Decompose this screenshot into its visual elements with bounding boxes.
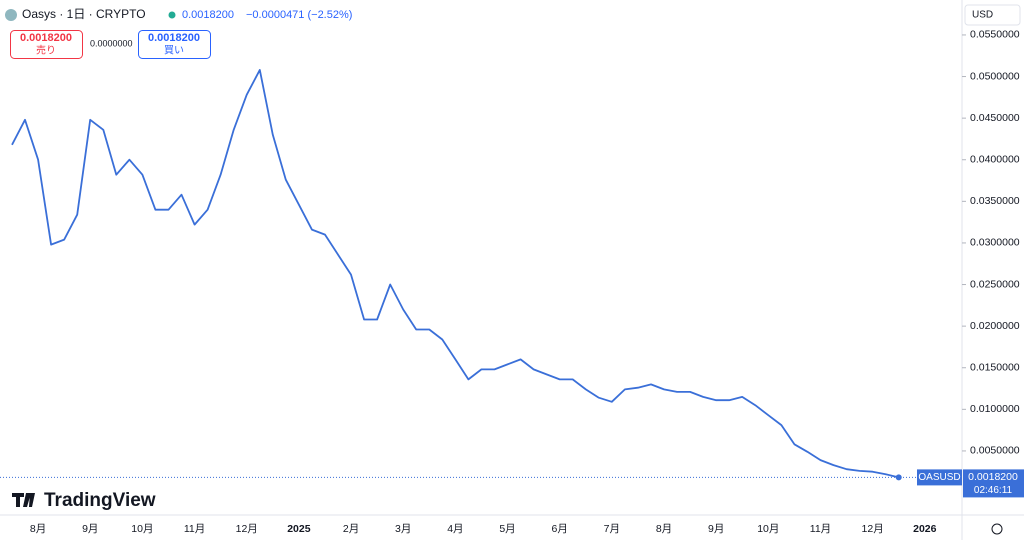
spread: 0.0000000 [90,38,133,48]
x-tick-label: 4月 [447,523,463,535]
x-tick-label: 10月 [131,523,153,535]
y-tick-label: 0.0550000 [970,29,1020,41]
price: 0.0018200 [182,9,234,21]
buy-button[interactable] [138,30,211,59]
x-tick-label: 5月 [499,523,515,535]
y-tick-label: 0.0100000 [970,403,1020,415]
brand-logo [12,493,35,507]
x-tick-label: 11月 [184,523,205,535]
symbol: Oasys · 1日 · CRYPTO [22,7,146,21]
y-tick-label: 0.0500000 [970,70,1020,82]
x-tick-label: 11月 [810,523,831,535]
y-tick-label: 0.0450000 [970,112,1020,124]
y-tick-label: 0.0300000 [970,237,1020,249]
price-tag [963,469,1024,498]
status-dot [168,11,176,19]
y-tick-label: 0.0250000 [970,278,1020,290]
currency: USD [972,10,993,21]
y-tick-label: 0.0150000 [970,362,1020,374]
sell-label: 売り [36,44,56,57]
buy-price: 0.0018200 [148,32,200,44]
x-tick-label: 8月 [30,523,46,535]
x-tick-label: 12月 [862,523,884,535]
x-tick-label: 3月 [395,523,411,535]
y-tick-label: 0.0400000 [970,154,1020,166]
settings-icon[interactable] [991,523,1003,535]
symbol-icon [5,9,17,21]
x-tick-label: 12月 [236,523,258,535]
y-tick-label: 0.0050000 [970,445,1020,457]
countdown: 02:46:11 [974,485,1013,496]
brand: TradingView [44,490,156,511]
y-tick-label: 0.0200000 [970,320,1020,332]
x-tick-label: 9月 [82,523,98,535]
sell-price: 0.0018200 [20,32,72,44]
change: −0.0000471 (−2.52%) [246,9,352,21]
x-tick-label: 2026 [913,523,937,535]
last-point [895,474,902,481]
price-tag-label: 0.0018200 [968,471,1018,483]
price-line [11,69,899,479]
x-tick-label: 2025 [287,523,311,535]
currency-button[interactable] [964,4,1021,26]
x-tick-label: 8月 [656,523,672,535]
x-tick-label: 7月 [604,523,620,535]
x-tick-label: 2月 [343,523,359,535]
symbol-tag [917,469,962,486]
x-tick-label: 9月 [708,523,724,535]
buy-label: 買い [164,45,184,57]
sell-button[interactable] [10,30,83,59]
x-tick-label: 6月 [552,523,568,535]
symbol-tag-label: OASUSD [918,472,960,483]
x-tick-label: 10月 [757,523,779,535]
y-tick-label: 0.0350000 [970,195,1020,207]
